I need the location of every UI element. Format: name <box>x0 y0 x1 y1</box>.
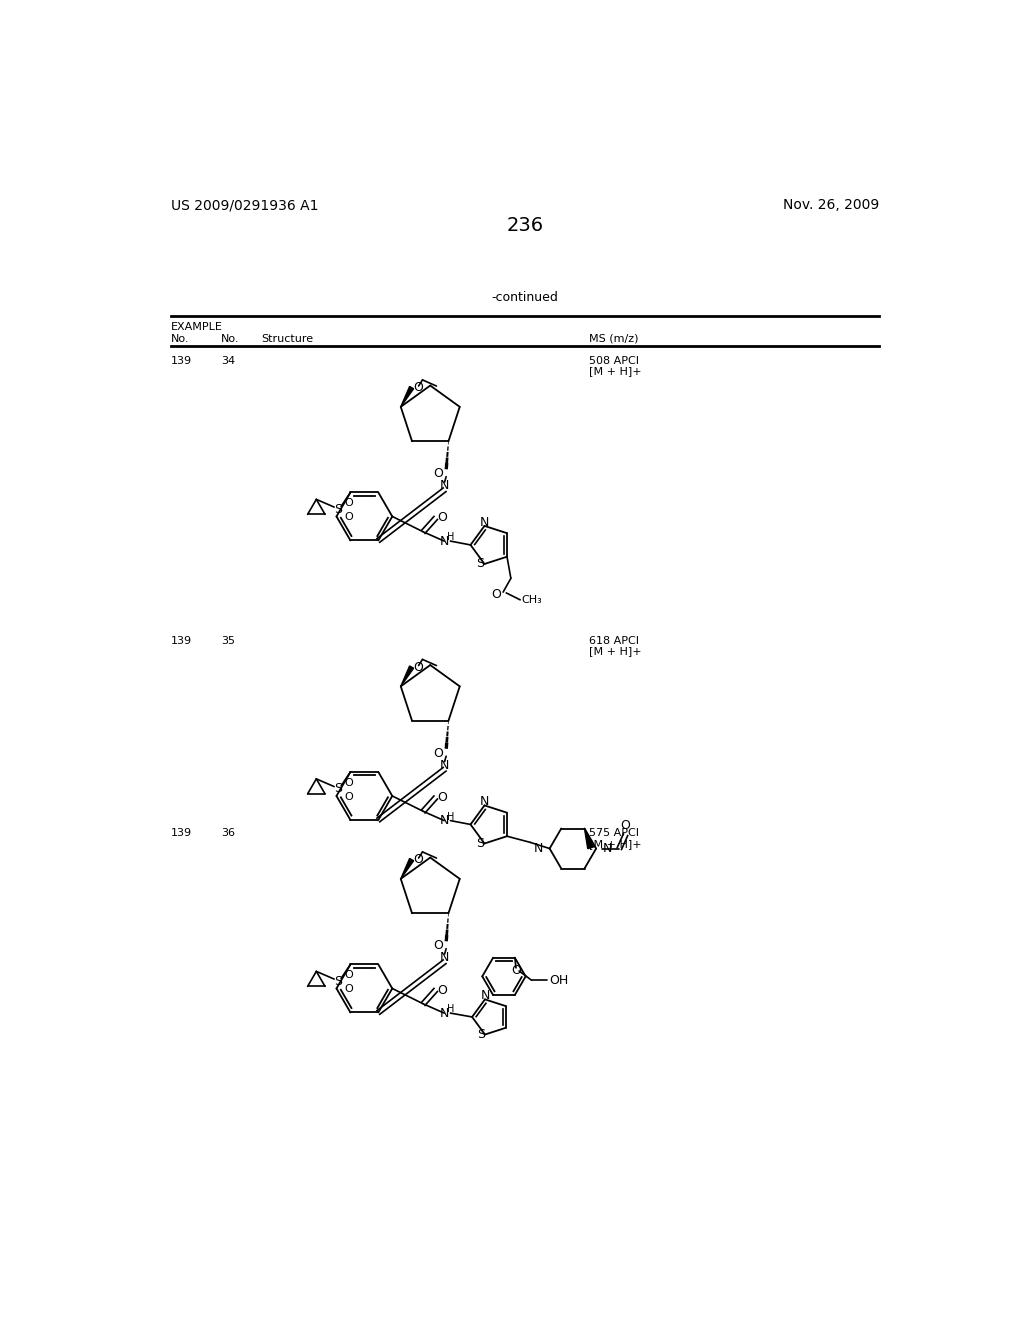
Text: EXAMPLE: EXAMPLE <box>171 322 222 331</box>
Text: O: O <box>433 747 443 759</box>
Text: O: O <box>511 965 521 978</box>
Text: O: O <box>413 853 423 866</box>
Text: [M + H]+: [M + H]+ <box>589 367 642 376</box>
Text: N: N <box>440 952 450 965</box>
Text: S: S <box>334 783 342 796</box>
Text: S: S <box>477 1028 485 1041</box>
Text: US 2009/0291936 A1: US 2009/0291936 A1 <box>171 198 318 213</box>
Text: O: O <box>433 467 443 480</box>
Text: O: O <box>621 820 631 833</box>
Text: H: H <box>446 532 454 543</box>
Text: N: N <box>602 842 611 855</box>
Text: N: N <box>480 795 489 808</box>
Text: N: N <box>480 989 489 1002</box>
Text: O: O <box>344 985 353 994</box>
Text: MS (m/z): MS (m/z) <box>589 334 639 345</box>
Text: N: N <box>439 1007 449 1019</box>
Text: N: N <box>439 814 449 828</box>
Text: O: O <box>344 498 353 508</box>
Text: 35: 35 <box>221 636 234 645</box>
Text: N: N <box>535 842 544 855</box>
Text: O: O <box>344 970 353 981</box>
Text: N: N <box>439 535 449 548</box>
Text: 618 APCI: 618 APCI <box>589 636 639 645</box>
Text: O: O <box>344 777 353 788</box>
Text: N: N <box>480 516 489 528</box>
Text: S: S <box>334 503 342 516</box>
Text: O: O <box>344 512 353 523</box>
Text: O: O <box>437 983 447 997</box>
Text: -continued: -continued <box>492 290 558 304</box>
Text: H: H <box>446 812 454 822</box>
Text: 36: 36 <box>221 829 234 838</box>
Text: O: O <box>413 660 423 673</box>
Text: S: S <box>476 837 484 850</box>
Text: O: O <box>490 587 501 601</box>
Text: 236: 236 <box>506 216 544 235</box>
Text: H: H <box>446 1005 454 1014</box>
Text: [M + H]+: [M + H]+ <box>589 840 642 849</box>
Text: Nov. 26, 2009: Nov. 26, 2009 <box>782 198 879 213</box>
Text: S: S <box>334 975 342 987</box>
Polygon shape <box>400 667 414 686</box>
Polygon shape <box>400 858 414 879</box>
Text: Structure: Structure <box>261 334 313 345</box>
Text: O: O <box>344 792 353 801</box>
Text: CH₃: CH₃ <box>521 595 543 605</box>
Text: OH: OH <box>549 974 568 987</box>
Text: 508 APCI: 508 APCI <box>589 355 639 366</box>
Text: O: O <box>413 381 423 395</box>
Text: N: N <box>440 479 450 492</box>
Text: No.: No. <box>221 334 240 345</box>
Text: O: O <box>433 939 443 952</box>
Polygon shape <box>400 387 414 407</box>
Text: 575 APCI: 575 APCI <box>589 829 639 838</box>
Text: No.: No. <box>171 334 189 345</box>
Text: O: O <box>437 511 447 524</box>
Text: 34: 34 <box>221 355 236 366</box>
Text: 139: 139 <box>171 355 191 366</box>
Polygon shape <box>585 829 594 849</box>
Text: S: S <box>476 557 484 570</box>
Text: N: N <box>440 759 450 772</box>
Text: 139: 139 <box>171 829 191 838</box>
Text: [M + H]+: [M + H]+ <box>589 647 642 656</box>
Text: 139: 139 <box>171 636 191 645</box>
Text: O: O <box>437 791 447 804</box>
